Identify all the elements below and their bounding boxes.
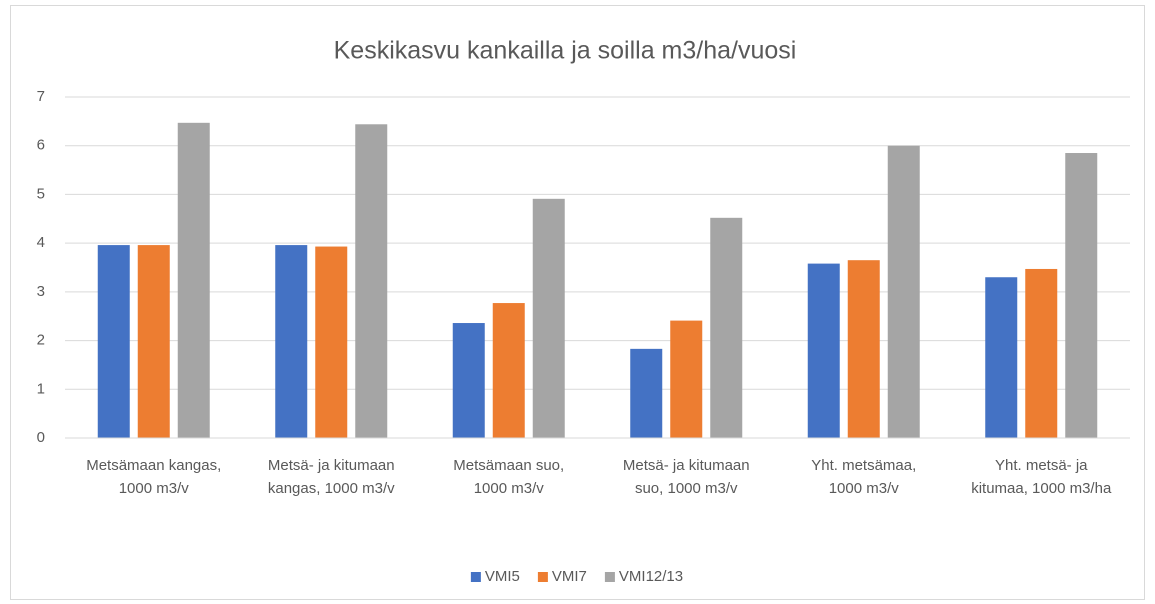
bar: [275, 245, 308, 438]
bar: [97, 245, 130, 438]
bar: [532, 198, 565, 438]
bar: [630, 348, 663, 438]
y-tick-label: 0: [37, 429, 45, 446]
x-tick-label: Metsämaan suo, 1000 m3/v: [453, 457, 564, 497]
x-tick-label: Metsä- ja kitumaan kangas, 1000 m3/v: [268, 457, 395, 497]
bar: [452, 323, 485, 438]
x-tick-label: Yht. metsä- ja kitumaa, 1000 m3/ha: [971, 457, 1112, 497]
bar: [847, 260, 880, 438]
y-tick-label: 2: [37, 332, 45, 349]
bar: [492, 303, 525, 438]
y-tick-label: 6: [37, 137, 45, 154]
y-tick-label: 4: [37, 234, 45, 251]
legend-swatch: [604, 572, 615, 582]
x-tick-label: Yht. metsämaa, 1000 m3/v: [811, 457, 916, 497]
bar: [1065, 153, 1098, 438]
legend-label: VMI12/13: [619, 568, 683, 585]
bar: [670, 320, 703, 438]
bar: [807, 263, 840, 438]
y-tick-label: 5: [37, 185, 45, 202]
y-tick-label: 3: [37, 283, 45, 300]
bar: [710, 217, 743, 438]
bar: [355, 124, 388, 438]
chart-title: Keskikasvu kankailla ja soilla m3/ha/vuo…: [334, 37, 797, 65]
x-tick-label: Metsä- ja kitumaan suo, 1000 m3/v: [623, 457, 750, 497]
y-tick-label: 7: [37, 88, 45, 105]
bar: [985, 277, 1018, 438]
bar: [137, 245, 170, 438]
legend-label: VMI5: [485, 568, 520, 585]
legend-swatch: [470, 572, 481, 582]
x-tick-label: Metsämaan kangas, 1000 m3/v: [86, 457, 221, 497]
y-tick-label: 1: [37, 380, 45, 397]
bar: [887, 145, 920, 438]
legend-swatch: [537, 572, 548, 582]
bar: [177, 122, 210, 438]
legend-label: VMI7: [552, 568, 587, 585]
bar: [315, 246, 348, 438]
bar: [1025, 268, 1058, 438]
